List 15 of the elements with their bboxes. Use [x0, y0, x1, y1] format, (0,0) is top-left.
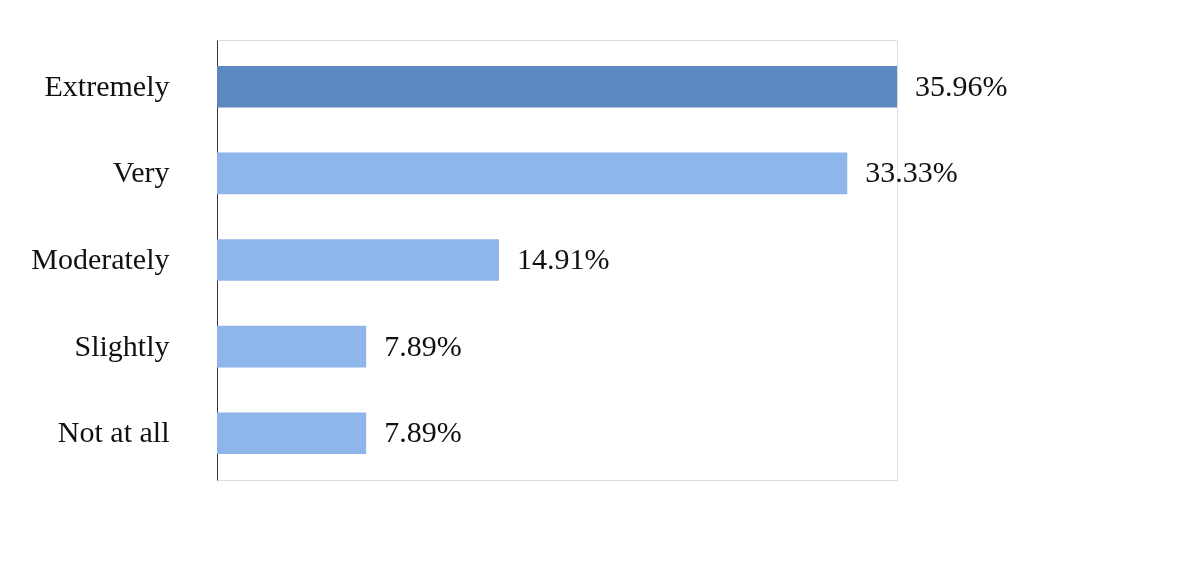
data-label: 7.89% [384, 415, 462, 449]
data-label: 35.96% [915, 68, 1008, 102]
bar [217, 152, 848, 195]
data-label: 14.91% [516, 242, 610, 275]
bar [217, 325, 367, 368]
bar [217, 65, 897, 108]
y-tick-label: Extremely [44, 68, 170, 102]
y-tick-label: Moderately [31, 242, 170, 275]
y-tick-label: Slightly [74, 328, 170, 362]
y-tick-label: Not at all [57, 415, 170, 449]
bar [217, 239, 499, 281]
data-label: 33.33% [865, 155, 958, 189]
data-label: 7.89% [384, 328, 462, 362]
y-tick-label: Very [112, 155, 170, 189]
bar [217, 412, 367, 455]
